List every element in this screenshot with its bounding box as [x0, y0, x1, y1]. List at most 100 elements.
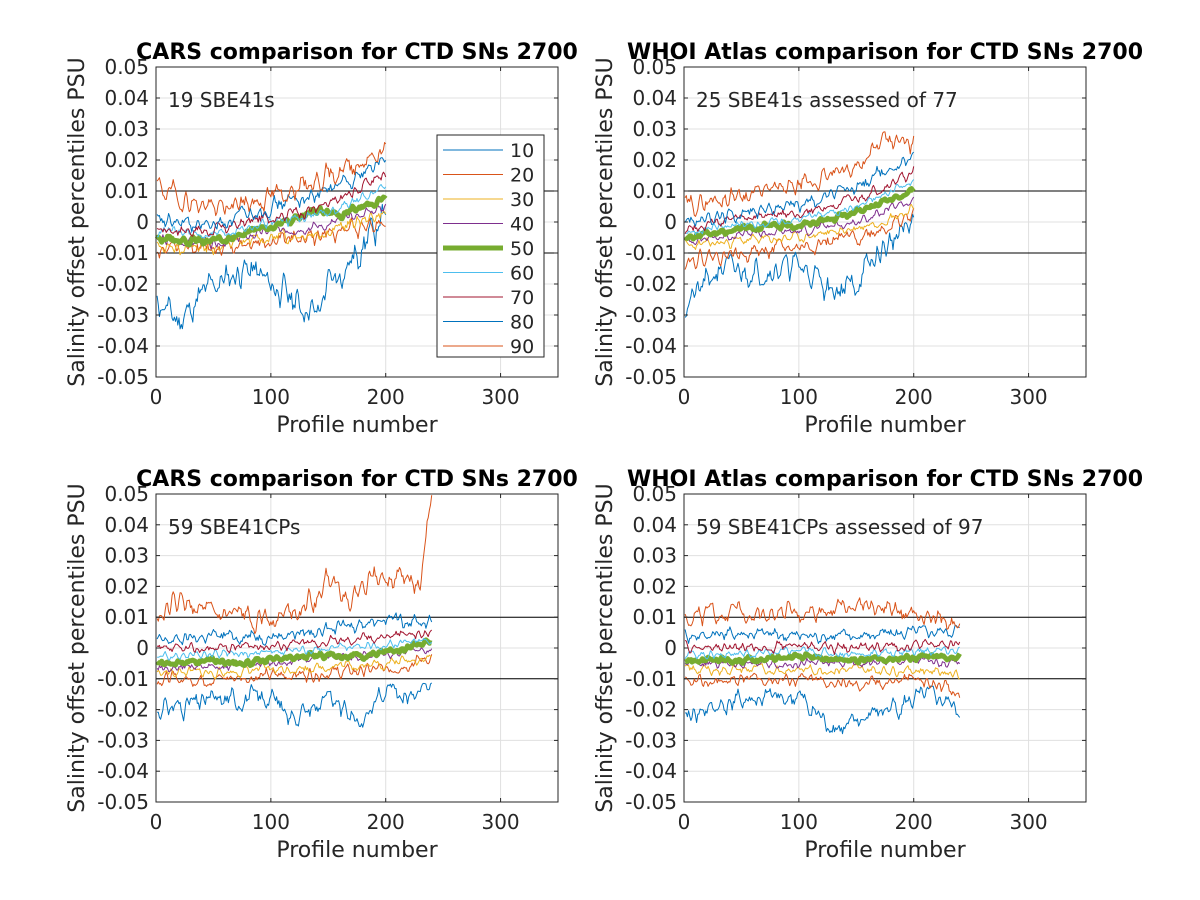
y-tick-label: -0.05 [97, 365, 149, 389]
chart-title: WHOI Atlas comparison for CTD SNs 2700 [627, 40, 1143, 65]
series-line-20 [684, 207, 915, 270]
x-tick-label: 100 [780, 810, 818, 834]
x-axis-label: Profile number [804, 838, 966, 863]
chart-panel-1: 0 100 200 300 -0.05 -0.04 -0.03 -0.02 -0.01 0 0.01… [65, 40, 578, 438]
y-tick-label: -0.01 [97, 667, 149, 691]
panel-annotation: 59 SBE41CPs [168, 515, 300, 539]
y-axis-label: Salinity offset percentiles PSU [65, 57, 90, 386]
x-axis-label: Profile number [804, 413, 966, 438]
legend-label-70: 70 [510, 287, 534, 309]
y-tick-label: 0.01 [104, 179, 149, 203]
series-line-70 [156, 171, 387, 237]
x-tick-label: 300 [1009, 385, 1047, 409]
series-line-30 [684, 204, 915, 250]
y-tick-label: -0.02 [97, 272, 149, 296]
legend-label-30: 30 [510, 189, 534, 211]
series-line-40 [684, 196, 915, 246]
y-tick-label: -0.03 [625, 303, 677, 327]
x-axis-label: Profile number [276, 838, 438, 863]
x-tick-label: 200 [367, 810, 405, 834]
y-tick-label: 0 [136, 210, 149, 234]
series-line-90 [684, 131, 915, 217]
y-tick-label: 0.03 [632, 544, 677, 568]
y-tick-label: 0.05 [104, 55, 149, 79]
legend-label-10: 10 [510, 140, 534, 162]
chart-panel-2: 0 100 200 300 -0.05 -0.04 -0.03 -0.02 -0.01 0 0.01… [593, 40, 1143, 438]
y-tick-label: -0.03 [97, 303, 149, 327]
chart-panel-4: 0 100 200 300 -0.05 -0.04 -0.03 -0.02 -0.01 0 0.01… [593, 467, 1143, 863]
y-tick-label: -0.03 [97, 728, 149, 752]
y-tick-label: -0.02 [97, 698, 149, 722]
y-tick-label: 0.04 [632, 513, 677, 537]
series-group [155, 495, 433, 728]
x-tick-label: 200 [895, 810, 933, 834]
series-line-70 [156, 629, 433, 654]
y-tick-label: 0.01 [632, 179, 677, 203]
legend-label-60: 60 [510, 263, 534, 285]
series-line-90 [156, 142, 387, 217]
y-axis-label: Salinity offset percentiles PSU [593, 57, 618, 386]
chart-title: CARS comparison for CTD SNs 2700 [136, 467, 578, 492]
y-tick-label: 0.02 [632, 574, 677, 598]
x-tick-label: 100 [252, 810, 290, 834]
legend-label-80: 80 [510, 312, 534, 334]
y-tick-label: 0.04 [104, 513, 149, 537]
series-line-80 [156, 157, 387, 232]
x-tick-label: 300 [481, 810, 519, 834]
series-line-50 [155, 637, 433, 668]
y-tick-label: -0.05 [97, 790, 149, 814]
series-line-20 [156, 217, 386, 259]
series-line-50 [683, 651, 962, 666]
chart-title: CARS comparison for CTD SNs 2700 [136, 40, 578, 65]
legend-label-20: 20 [510, 165, 534, 187]
y-axis-label: Salinity offset percentiles PSU [65, 483, 90, 812]
series-line-80 [684, 624, 960, 644]
series-line-60 [684, 646, 960, 660]
series-line-10 [156, 203, 387, 330]
y-tick-label: -0.05 [625, 365, 677, 389]
y-tick-label: 0.02 [104, 148, 149, 172]
chart-panel-3: 0 100 200 300 -0.05 -0.04 -0.03 -0.02 -0.01 0 0.01… [65, 467, 578, 863]
y-tick-label: -0.04 [97, 334, 149, 358]
x-tick-label: 0 [678, 810, 691, 834]
y-tick-label: 0 [664, 636, 677, 660]
panel-annotation: 25 SBE41s assessed of 77 [696, 88, 958, 112]
chart-title: WHOI Atlas comparison for CTD SNs 2700 [627, 467, 1143, 492]
y-tick-label: 0.05 [104, 482, 149, 506]
series-line-10 [685, 685, 961, 735]
y-tick-label: -0.01 [625, 667, 677, 691]
series-line-70 [684, 166, 915, 234]
y-tick-label: 0 [664, 210, 677, 234]
series-line-30 [156, 210, 387, 256]
y-tick-label: 0 [136, 636, 149, 660]
x-tick-label: 0 [150, 810, 163, 834]
series-group [683, 597, 962, 735]
y-tick-label: 0.05 [632, 55, 677, 79]
series-line-10 [157, 682, 433, 728]
series-line-10 [684, 213, 915, 318]
y-tick-label: -0.02 [625, 698, 677, 722]
series-line-50 [683, 186, 916, 242]
x-tick-label: 100 [780, 385, 818, 409]
series-line-30 [156, 654, 432, 680]
y-tick-label: -0.01 [97, 241, 149, 265]
series-line-80 [684, 151, 915, 227]
legend-label-90: 90 [510, 336, 534, 358]
x-tick-label: 100 [252, 385, 290, 409]
series-line-60 [685, 179, 915, 235]
legend-label-40: 40 [510, 214, 534, 236]
y-tick-label: 0.01 [632, 605, 677, 629]
x-axis-label: Profile number [276, 413, 438, 438]
y-tick-label: 0.04 [632, 86, 677, 110]
panel-annotation: 59 SBE41CPs assessed of 97 [696, 515, 983, 539]
x-tick-label: 300 [481, 385, 519, 409]
series-line-60 [157, 637, 433, 661]
y-tick-label: -0.02 [625, 272, 677, 296]
y-tick-label: 0.03 [104, 544, 149, 568]
y-tick-label: 0.02 [632, 148, 677, 172]
series-group [154, 142, 388, 330]
series-line-60 [157, 184, 387, 239]
panel-annotation: 19 SBE41s [168, 88, 275, 112]
